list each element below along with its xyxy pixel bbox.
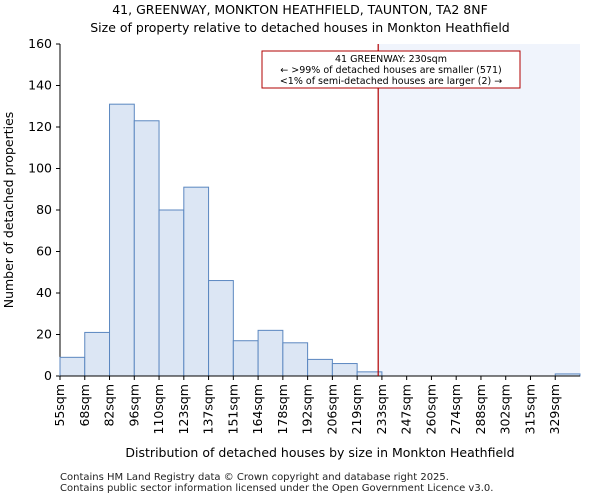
x-tick-label: 82sqm <box>102 384 117 427</box>
x-tick-label: 164sqm <box>250 384 265 434</box>
x-tick-label: 329sqm <box>547 384 562 434</box>
y-tick-label: 160 <box>28 36 52 51</box>
y-tick-label: 80 <box>36 202 52 217</box>
y-tick-label: 140 <box>28 78 52 93</box>
x-tick-label: 192sqm <box>300 384 315 434</box>
bar-68sqm <box>84 331 111 377</box>
x-tick-label: 110sqm <box>151 384 166 434</box>
x-tick-label: 68sqm <box>77 384 92 427</box>
y-tick-label: 0 <box>44 368 52 383</box>
y-axis: 0 20 40 60 80 100 120 140 160 <box>28 36 61 383</box>
x-tick-label: 55sqm <box>52 384 67 427</box>
chart-title: 41, GREENWAY, MONKTON HEATHFIELD, TAUNTO… <box>112 2 488 17</box>
y-tick-label: 40 <box>36 285 52 300</box>
x-tick-label: 233sqm <box>374 384 389 434</box>
x-tick-label: 315sqm <box>522 384 537 434</box>
bar-82sqm <box>109 103 135 377</box>
x-tick-label: 260sqm <box>423 384 438 434</box>
y-tick-label: 120 <box>28 119 52 134</box>
annotation-frame <box>261 50 521 89</box>
bar-151sqm <box>232 340 259 377</box>
footer-line-1: Contains HM Land Registry data © Crown c… <box>60 472 449 483</box>
annotation-line-3: <1% of semi-detached houses are larger (… <box>280 76 502 87</box>
x-tick-label: 247sqm <box>399 384 414 434</box>
bar-137sqm <box>208 280 234 377</box>
bar-178sqm <box>282 342 309 377</box>
y-tick-label: 60 <box>36 244 52 259</box>
bar-206sqm <box>331 363 358 377</box>
bar-55sqm <box>59 356 86 377</box>
x-tick-label: 274sqm <box>448 384 463 434</box>
highlight-region <box>378 44 580 376</box>
annotation-line-1: 41 GREENWAY: 230sqm <box>335 54 447 65</box>
y-tick-label: 20 <box>36 327 52 342</box>
bar-192sqm <box>307 358 333 377</box>
x-tick-label: 219sqm <box>349 384 364 434</box>
footer-line-2: Contains public sector information licen… <box>60 483 494 494</box>
bar-96sqm <box>133 120 160 377</box>
y-axis-label: Number of detached properties <box>1 112 16 309</box>
bar-164sqm <box>257 329 284 377</box>
chart-subtitle: Size of property relative to detached ho… <box>90 20 510 35</box>
x-tick-label: 123sqm <box>176 384 191 434</box>
x-tick-label: 96sqm <box>126 384 141 427</box>
bar-110sqm <box>158 209 185 377</box>
x-axis-label: Distribution of detached houses by size … <box>125 445 514 460</box>
x-tick-label: 302sqm <box>498 384 513 434</box>
bar-123sqm <box>183 186 210 377</box>
x-tick-label: 151sqm <box>225 384 240 434</box>
y-tick-label: 100 <box>28 161 52 176</box>
x-tick-label: 178sqm <box>275 384 290 434</box>
annotation-line-2: ← >99% of detached houses are smaller (5… <box>280 65 501 76</box>
x-tick-label: 288sqm <box>473 384 488 434</box>
bars-group <box>59 103 581 377</box>
x-tick-label: 137sqm <box>201 384 216 434</box>
x-axis: 55sqm 68sqm 82sqm 96sqm 110sqm 123sqm 137sqm 15… <box>52 375 580 434</box>
x-tick-label: 206sqm <box>324 384 339 434</box>
annotation-box: 41 GREENWAY: 230sqm ← >99% of detached h… <box>261 50 521 89</box>
